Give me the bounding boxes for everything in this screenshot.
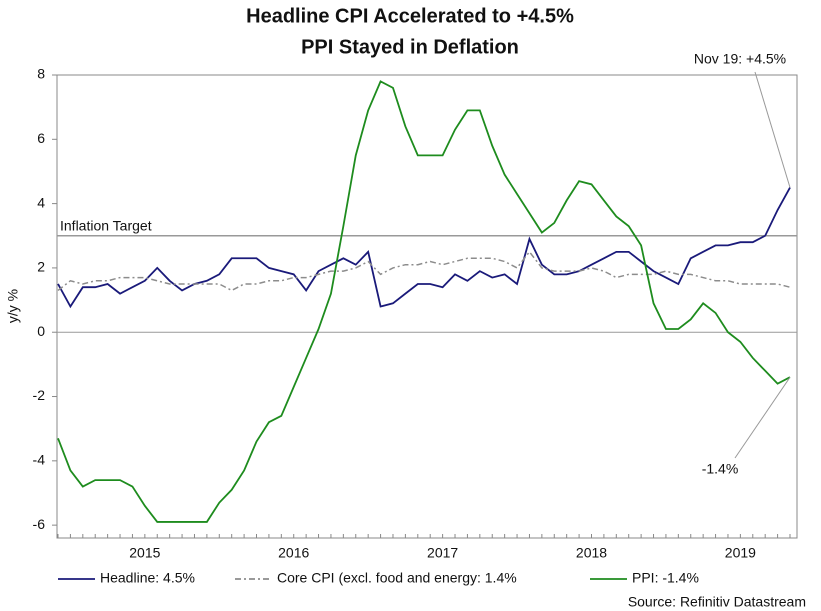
source: Source: Refinitiv Datastream: [628, 594, 806, 610]
x-tick-label: 2017: [427, 545, 458, 561]
y-tick-label: 4: [37, 194, 45, 210]
x-tick-label: 2018: [576, 545, 607, 561]
reference-label: Inflation Target: [60, 217, 152, 233]
y-tick-label: 6: [37, 130, 45, 146]
y-tick-label: -6: [33, 516, 46, 532]
series-line: [57, 187, 791, 309]
legend-label: PPI: -1.4%: [632, 570, 699, 586]
legend-label: Headline: 4.5%: [100, 570, 195, 586]
chart-title: Headline CPI Accelerated to +4.5%: [246, 5, 574, 27]
annotation: -1.4%: [702, 461, 739, 477]
y-axis-label: y/y %: [5, 289, 21, 323]
legend-label: Core CPI (excl. food and energy: 1.4%: [277, 570, 517, 586]
x-tick-label: 2016: [278, 545, 309, 561]
annotation-pointer: [734, 376, 791, 459]
chart-title: PPI Stayed in Deflation: [301, 36, 519, 58]
series-line: [57, 250, 791, 292]
y-tick-label: -2: [33, 387, 46, 403]
x-tick-label: 2015: [129, 545, 160, 561]
plot-frame: [56, 74, 798, 539]
annotation-pointer: [754, 71, 791, 188]
series-line: [57, 80, 791, 523]
y-tick-label: 2: [37, 259, 45, 275]
y-tick-label: 0: [37, 323, 45, 339]
x-tick-label: 2019: [725, 545, 756, 561]
y-tick-label: 8: [37, 66, 45, 82]
annotation: Nov 19: +4.5%: [694, 51, 786, 67]
y-tick-label: -4: [33, 452, 46, 468]
